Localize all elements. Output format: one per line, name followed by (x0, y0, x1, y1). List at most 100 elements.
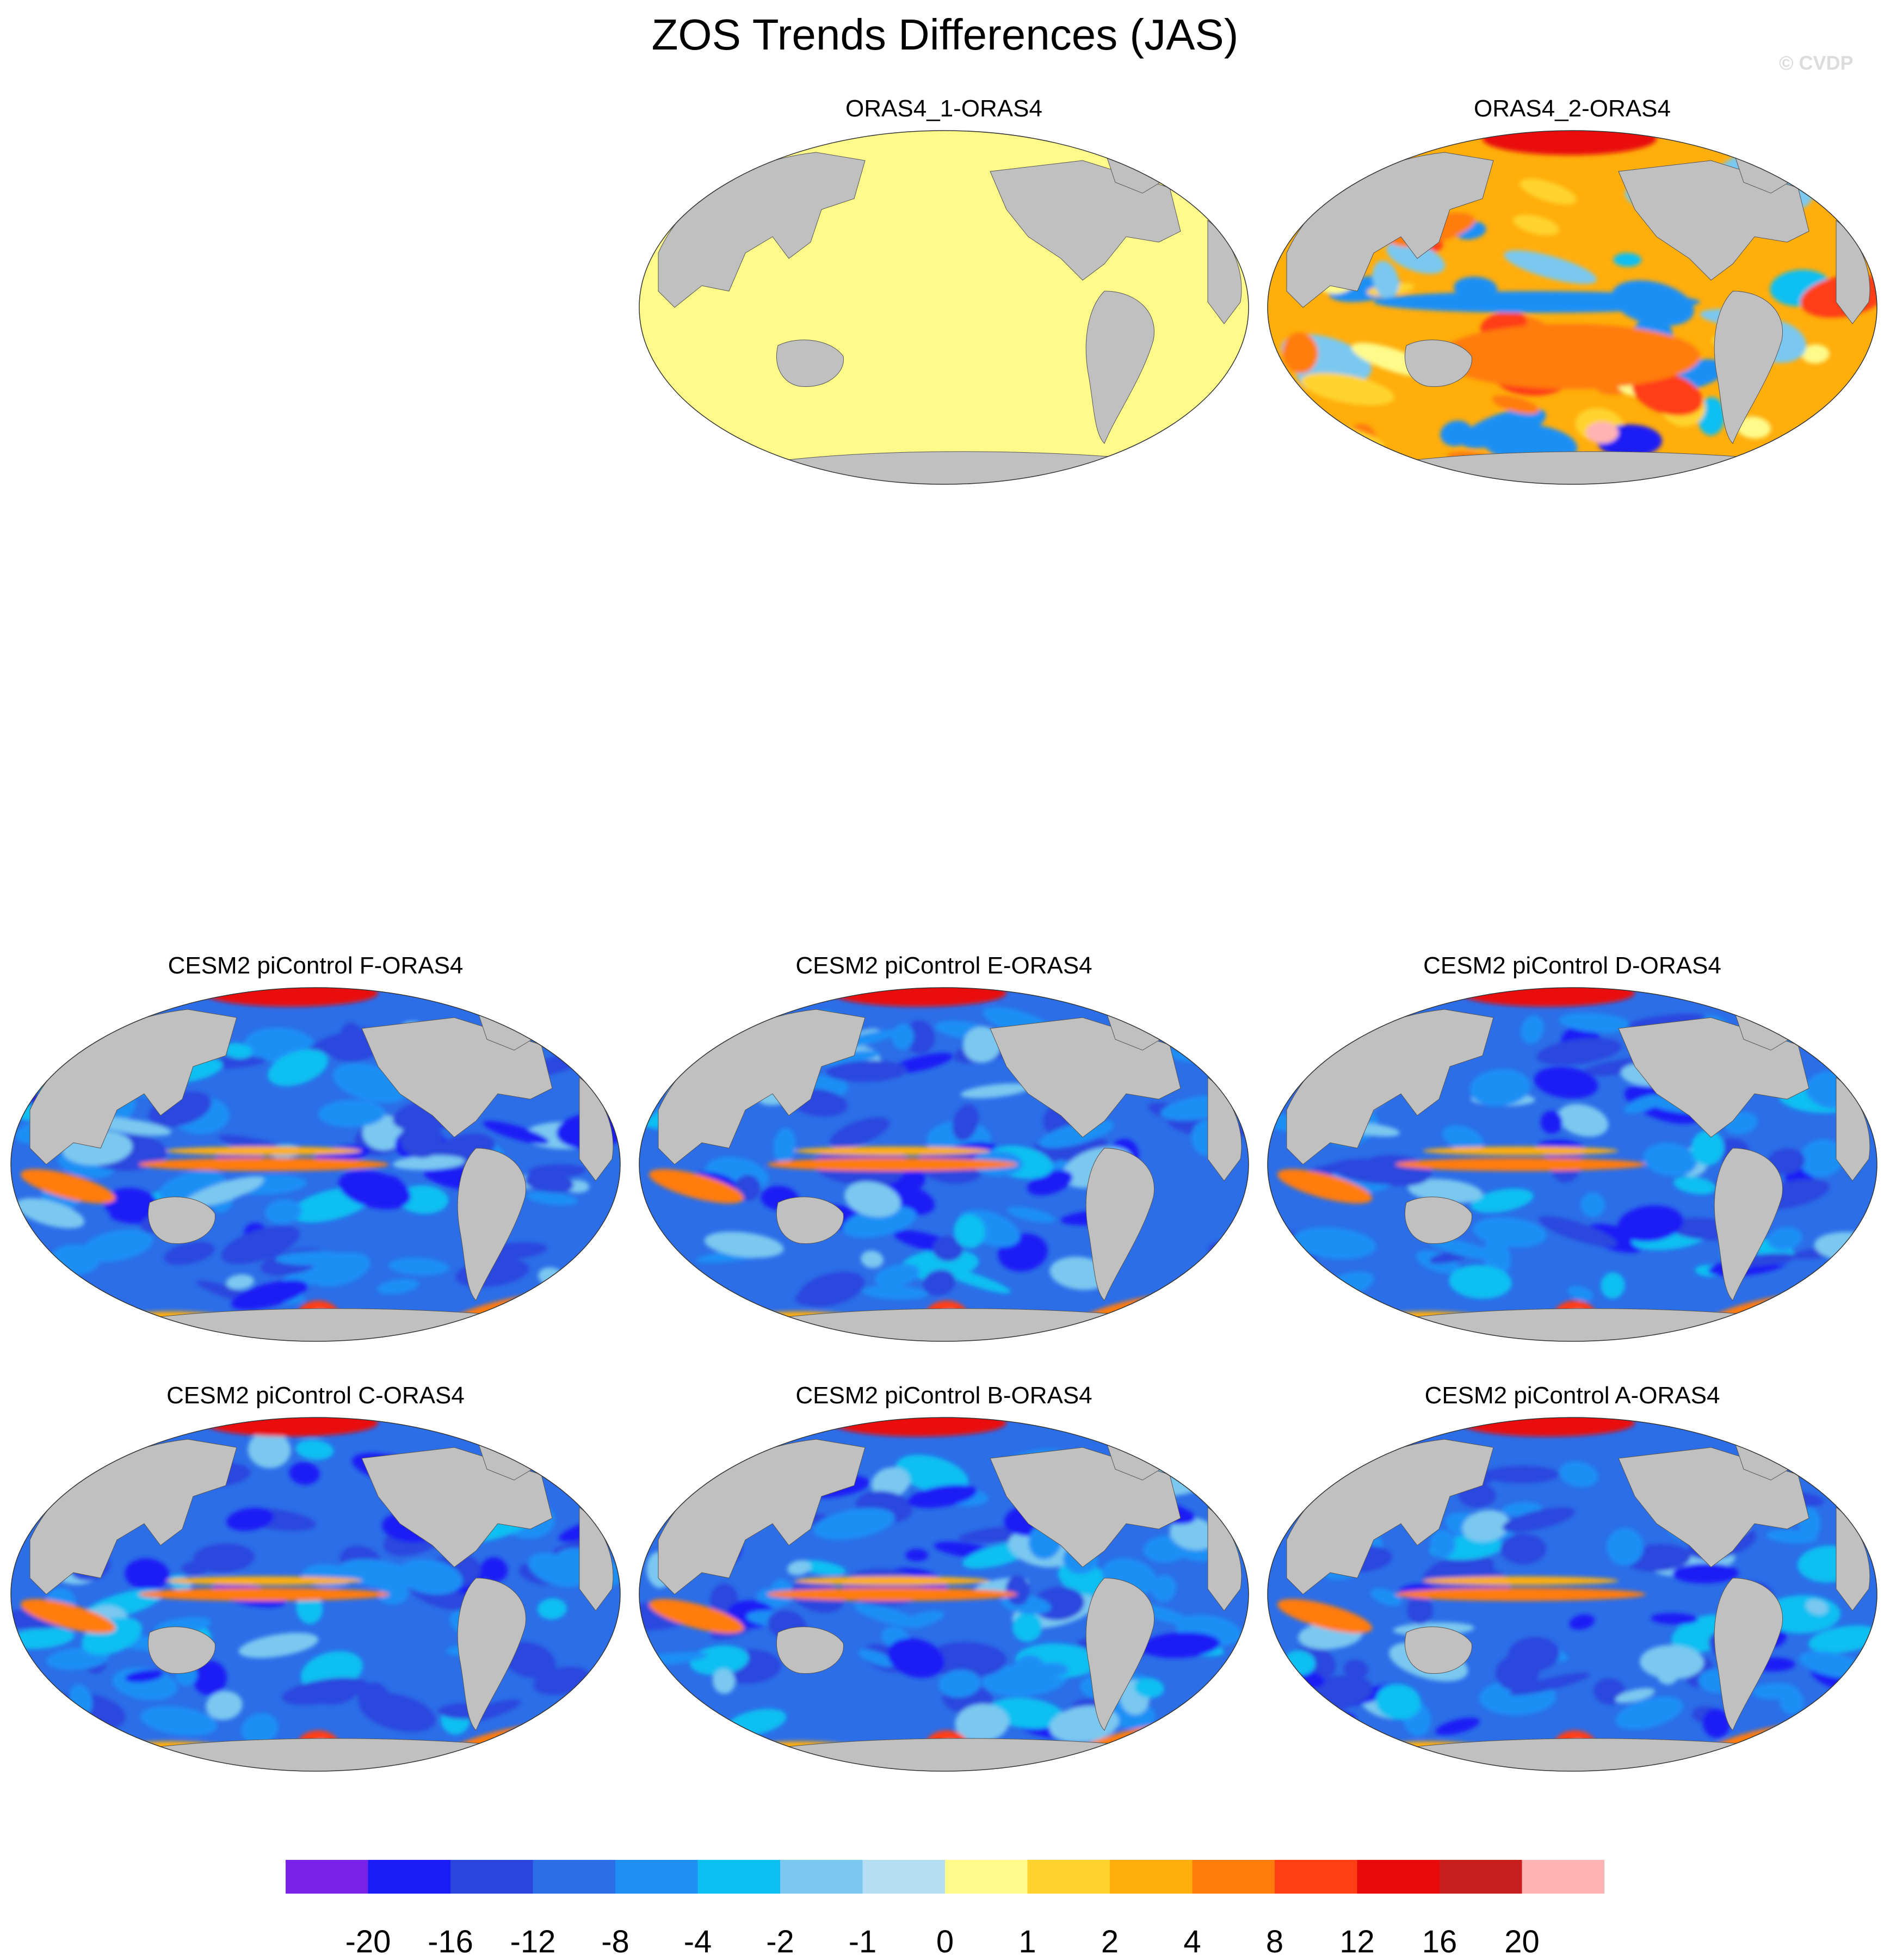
map-panel-cesm2-d: CESM2 piControl D-ORAS4 (1265, 952, 1880, 1344)
anomaly-patch (1691, 1130, 1724, 1166)
equatorial-band (1374, 291, 1700, 313)
anomaly-patch (1559, 1461, 1598, 1488)
anomaly-patch (1539, 1216, 1617, 1247)
anomaly-patch (1013, 1655, 1048, 1693)
anomaly-patch (1643, 1143, 1697, 1176)
anomaly-patch (1375, 1684, 1421, 1720)
anomaly-patch (526, 1191, 578, 1205)
anomaly-patch (1006, 1206, 1055, 1223)
anomaly-patch (905, 1020, 935, 1055)
map-panel-oras4-1: ORAS4_1-ORAS4 (637, 95, 1251, 520)
anomaly-patch (398, 1185, 449, 1214)
anomaly-patch (1496, 1655, 1540, 1691)
anomaly-patch (871, 1467, 910, 1498)
anomaly-patch (81, 1229, 153, 1262)
colorbar-tick-label: 4 (1183, 1924, 1201, 1959)
map-field (1268, 988, 1877, 1341)
anomaly-patch (264, 1199, 302, 1224)
anomaly-patch (275, 1251, 354, 1266)
anomaly-patch (1442, 1125, 1484, 1151)
anomaly-patch (1331, 1159, 1415, 1185)
anomaly-patch (1651, 1613, 1698, 1625)
anomaly-patch (1500, 1534, 1547, 1564)
anomaly-patch (1292, 1227, 1376, 1260)
anomaly-patch (1534, 1067, 1598, 1099)
anomaly-patch (1033, 1662, 1069, 1678)
anomaly-patch (704, 1231, 784, 1258)
land-mass (776, 1626, 844, 1674)
land-mass (776, 1197, 844, 1244)
land-mass (1404, 340, 1472, 387)
anomaly-patch (1640, 1645, 1704, 1679)
anomaly-patch (1767, 1148, 1805, 1175)
figure-title: ZOS Trends Differences (JAS) (651, 10, 1239, 59)
anomaly-patch (1536, 1038, 1622, 1065)
colorbar-tick-label: -4 (683, 1924, 712, 1959)
anomaly-patch (830, 1117, 890, 1148)
anomaly-patch (1485, 1465, 1560, 1483)
equatorial-band (166, 1147, 362, 1155)
map-cesm2-e (639, 987, 1249, 1342)
map-panel-cesm2-a: CESM2 piControl A-ORAS4 (1265, 1382, 1880, 1774)
indian-ocean-patch (20, 1169, 116, 1204)
map-oras4-2 (1267, 130, 1877, 485)
anomaly-patch (16, 1198, 85, 1229)
land-mass (1404, 1197, 1472, 1244)
colorbar-tick-label: -12 (510, 1924, 556, 1959)
land-mass (1714, 1148, 1783, 1301)
anomaly-patch (164, 1242, 215, 1265)
anomaly-patch (798, 1272, 865, 1307)
anomaly-patch (1372, 261, 1399, 299)
map-cesm2-d (1267, 987, 1877, 1342)
colorbar-tick-label: -2 (766, 1924, 794, 1959)
map-outline (1267, 130, 1877, 485)
colorbar-swatch (1522, 1860, 1604, 1894)
anomaly-patch (1276, 1448, 1336, 1467)
anomaly-patch (954, 1214, 985, 1248)
anomaly-patch (1520, 178, 1577, 205)
anomaly-patch (1559, 1013, 1633, 1033)
anomaly-patch (1483, 1238, 1511, 1275)
anomaly-patch (1808, 1625, 1877, 1654)
arctic-patch (832, 988, 1006, 1007)
anomaly-patch (125, 1669, 164, 1682)
map-cesm2-c (10, 1417, 621, 1772)
anomaly-patch (712, 1668, 736, 1694)
anomaly-patch (231, 1280, 308, 1310)
arctic-patch (1461, 1417, 1635, 1437)
arctic-patch (1483, 131, 1657, 155)
colorbar-tick-label: 0 (936, 1924, 954, 1959)
cvdp-watermark: © CVDP (1779, 52, 1854, 74)
anomaly-patch (480, 1557, 508, 1582)
arctic-patch (1461, 988, 1635, 1007)
colorbar-tick-label: -20 (345, 1924, 391, 1959)
anomaly-patch (357, 1682, 389, 1711)
anomaly-patch (1768, 1227, 1802, 1250)
anomaly-patch (1386, 241, 1446, 274)
anomaly-patch (1586, 422, 1619, 443)
anomaly-patch (639, 1280, 717, 1315)
anomaly-patch (842, 1206, 917, 1238)
anomaly-patch (376, 1279, 419, 1295)
panel-title: CESM2 piControl D-ORAS4 (1423, 952, 1721, 979)
equatorial-band (166, 1576, 362, 1585)
anomaly-patch (1435, 1717, 1480, 1735)
anomaly-patch (226, 1274, 255, 1290)
colorbar-tick-label: 1 (1018, 1924, 1036, 1959)
anomaly-patch (1822, 170, 1855, 209)
anomaly-patch (1601, 1272, 1625, 1299)
anomaly-patch (895, 1454, 968, 1494)
anomaly-patch (11, 1441, 71, 1454)
anomaly-patch (1513, 214, 1560, 236)
panel-title: CESM2 piControl F-ORAS4 (168, 952, 464, 979)
anomaly-patch (1439, 324, 1700, 389)
anomaly-patch (248, 1431, 291, 1469)
anomaly-patch (787, 1560, 811, 1575)
anomaly-patch (1471, 1188, 1534, 1213)
anomaly-patch (1799, 1139, 1845, 1178)
anomaly-patch (1811, 1286, 1849, 1304)
land-mass (1085, 1148, 1154, 1301)
anomaly-patch (1617, 1205, 1683, 1242)
map-cesm2-b (639, 1417, 1249, 1772)
colorbar-swatch (1027, 1860, 1110, 1894)
